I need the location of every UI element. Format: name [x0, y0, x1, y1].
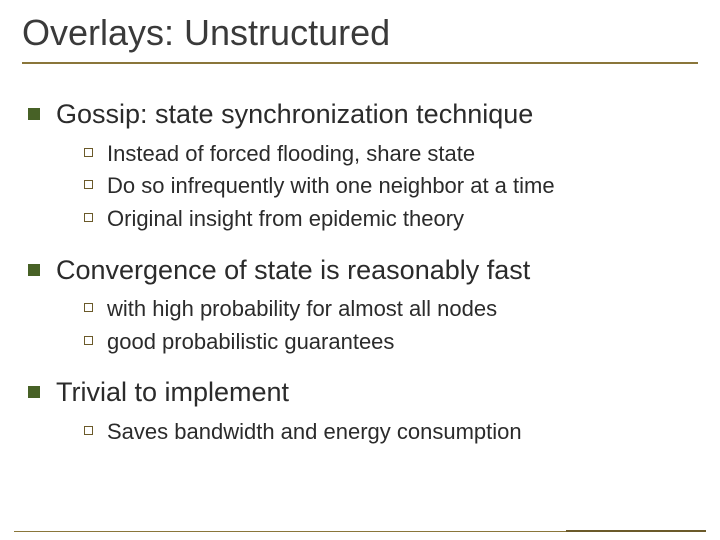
- list-item: Do so infrequently with one neighbor at …: [84, 172, 698, 201]
- lvl2-text: with high probability for almost all nod…: [107, 295, 497, 324]
- square-bullet-icon: [28, 386, 40, 398]
- lvl2-text: good probabilistic guarantees: [107, 328, 394, 357]
- lvl2-text: Original insight from epidemic theory: [107, 205, 464, 234]
- sublist: Instead of forced flooding, share state …: [28, 140, 698, 234]
- list-item: Convergence of state is reasonably fast: [28, 254, 698, 288]
- lvl2-text: Do so infrequently with one neighbor at …: [107, 172, 555, 201]
- list-item: Gossip: state synchronization technique: [28, 98, 698, 132]
- slide-title: Overlays: Unstructured: [22, 12, 698, 54]
- list-item: Trivial to implement: [28, 376, 698, 410]
- sublist: with high probability for almost all nod…: [28, 295, 698, 356]
- lvl1-text: Convergence of state is reasonably fast: [56, 254, 530, 288]
- lvl1-text: Gossip: state synchronization technique: [56, 98, 533, 132]
- list-item: with high probability for almost all nod…: [84, 295, 698, 324]
- footer-accent: [566, 530, 706, 532]
- hollow-square-bullet-icon: [84, 148, 93, 157]
- square-bullet-icon: [28, 264, 40, 276]
- lvl2-text: Saves bandwidth and energy consumption: [107, 418, 522, 447]
- list-item: Instead of forced flooding, share state: [84, 140, 698, 169]
- hollow-square-bullet-icon: [84, 426, 93, 435]
- list-item: Original insight from epidemic theory: [84, 205, 698, 234]
- list-item: Saves bandwidth and energy consumption: [84, 418, 698, 447]
- slide: Overlays: Unstructured Gossip: state syn…: [0, 0, 720, 540]
- lvl2-text: Instead of forced flooding, share state: [107, 140, 475, 169]
- hollow-square-bullet-icon: [84, 303, 93, 312]
- slide-content: Gossip: state synchronization technique …: [22, 98, 698, 447]
- hollow-square-bullet-icon: [84, 213, 93, 222]
- hollow-square-bullet-icon: [84, 180, 93, 189]
- hollow-square-bullet-icon: [84, 336, 93, 345]
- title-block: Overlays: Unstructured: [22, 12, 698, 64]
- square-bullet-icon: [28, 108, 40, 120]
- lvl1-text: Trivial to implement: [56, 376, 289, 410]
- sublist: Saves bandwidth and energy consumption: [28, 418, 698, 447]
- list-item: good probabilistic guarantees: [84, 328, 698, 357]
